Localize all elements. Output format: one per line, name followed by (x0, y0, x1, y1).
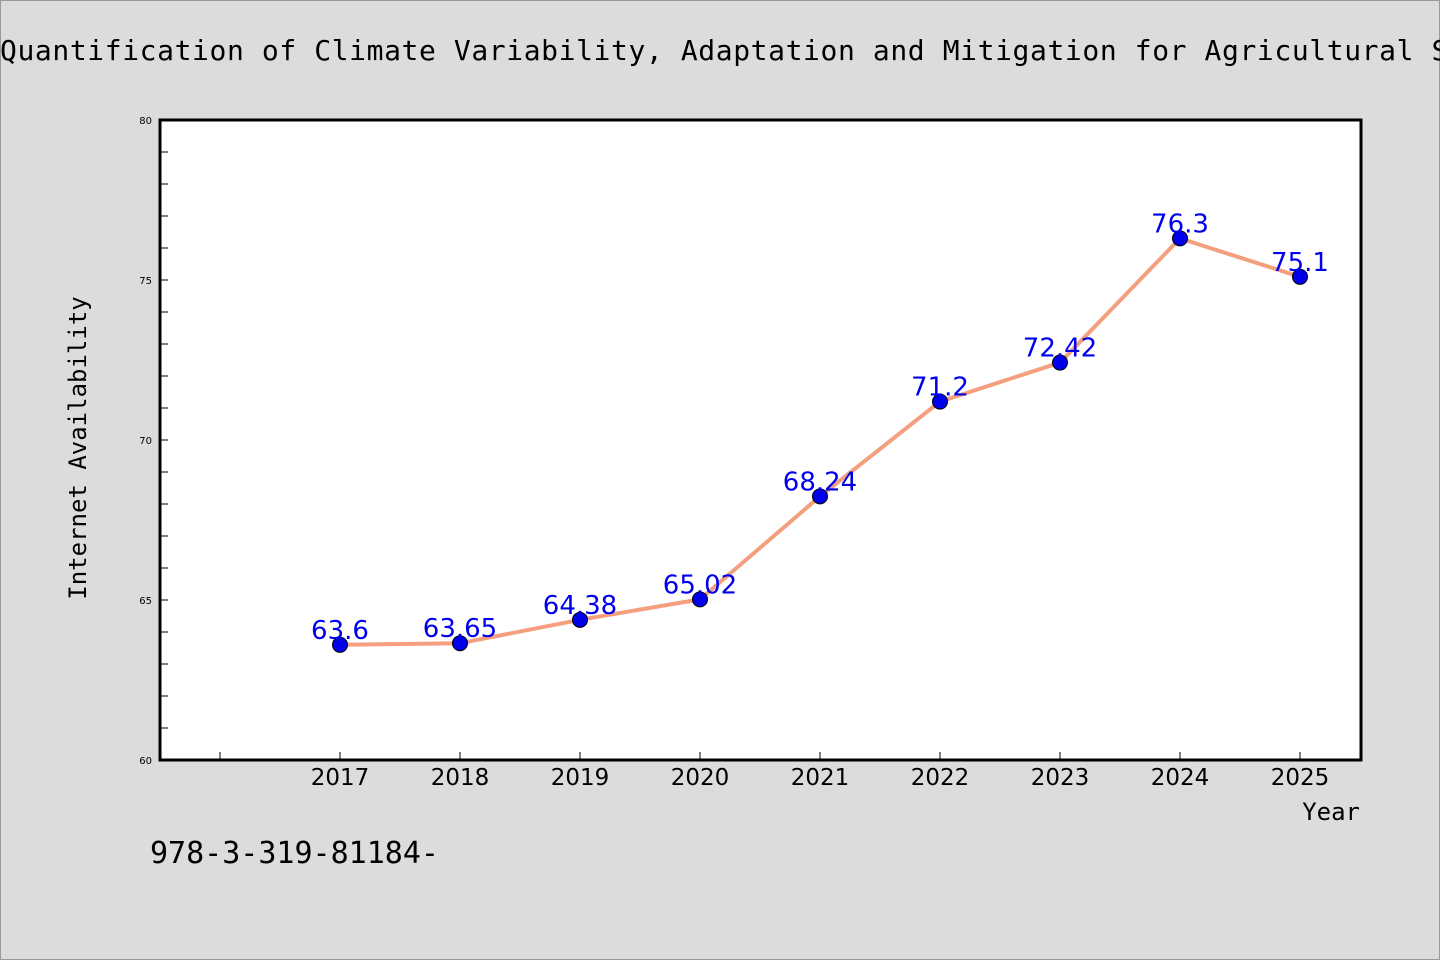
y-tick-label: 65 (139, 596, 152, 607)
data-label: 64.38 (543, 591, 617, 621)
x-tick-label: 2021 (791, 765, 850, 791)
chart-title: Quantification of Climate Variability, A… (0, 34, 1440, 67)
x-tick-label: 2023 (1031, 765, 1090, 791)
x-tick-label: 2017 (311, 765, 370, 791)
data-label: 75.1 (1271, 248, 1329, 278)
x-tick-label: 2020 (671, 765, 730, 791)
plot-area (158, 118, 1363, 762)
x-axis: 2017 2018 2019 2020 2021 2022 2023 2024 2025 (219, 752, 1330, 791)
data-label: 72.42 (1023, 334, 1097, 364)
x-tick-label: 2019 (551, 765, 610, 791)
series: 63.6 63.65 64.38 65.02 68.24 71.2 72.42 76.3 75.… (311, 209, 1329, 653)
y-axis-label: Internet Availability (64, 296, 92, 599)
y-tick-label: 80 (139, 116, 152, 127)
y-axis: 60 65 70 75 80 (139, 116, 168, 767)
data-label: 63.6 (311, 616, 369, 646)
data-point (332, 636, 348, 653)
data-label: 76.3 (1151, 209, 1209, 239)
data-label: 65.02 (663, 570, 737, 600)
isbn-text: 978-3-319-81184- (150, 836, 439, 871)
data-point (1052, 354, 1068, 371)
y-tick-label: 60 (139, 756, 152, 767)
x-tick-label: 2022 (911, 765, 970, 791)
x-tick-label: 2018 (431, 765, 490, 791)
x-tick-label: 2024 (1151, 765, 1210, 791)
y-tick-label: 70 (139, 436, 152, 447)
data-point (1172, 230, 1188, 247)
data-point (452, 635, 468, 652)
data-point (1292, 268, 1308, 285)
data-point (572, 611, 588, 628)
data-label: 63.65 (423, 614, 497, 644)
data-point (932, 393, 948, 410)
y-tick-label: 75 (139, 276, 152, 287)
data-point (692, 591, 708, 608)
data-label: 71.2 (911, 373, 969, 403)
x-tick-label: 2025 (1271, 765, 1330, 791)
data-point (812, 488, 828, 505)
data-label: 68.24 (783, 467, 857, 497)
x-axis-label: Year (1302, 798, 1360, 826)
